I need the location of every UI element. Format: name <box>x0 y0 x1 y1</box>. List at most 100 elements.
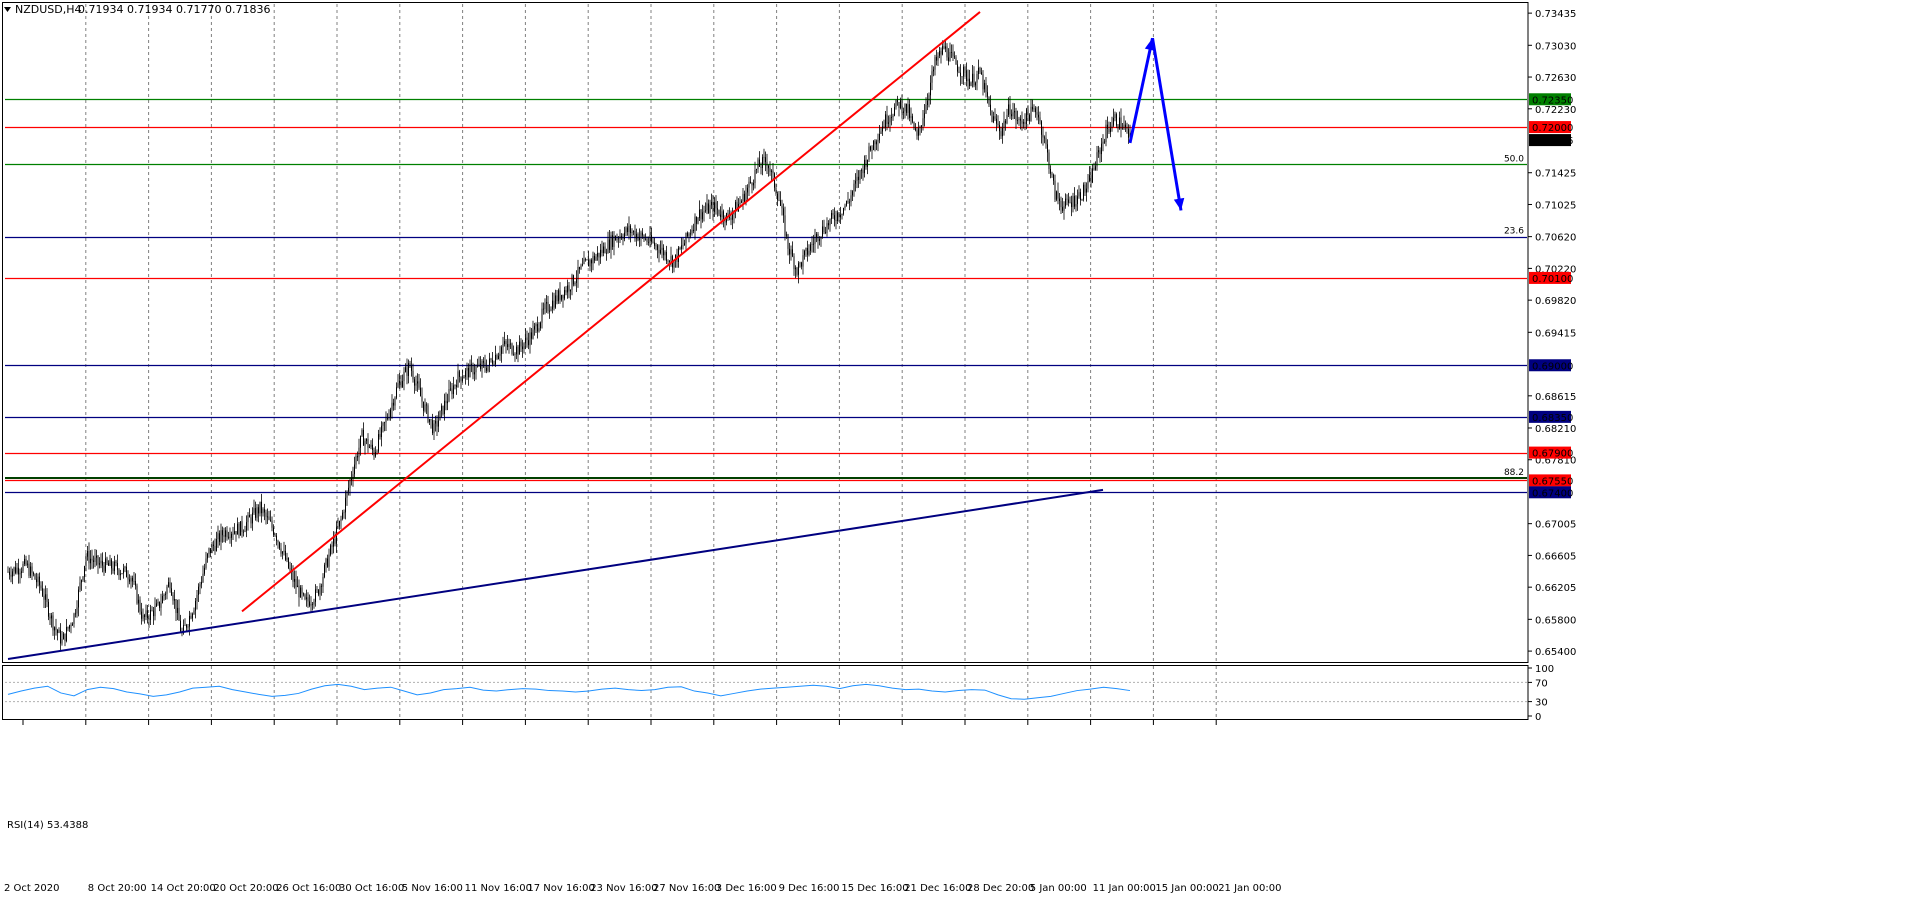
candle-body <box>94 557 96 562</box>
candle-body <box>180 620 181 632</box>
candle-body <box>34 574 36 580</box>
rsi-title: RSI(14) 53.4388 <box>7 820 88 831</box>
candle-body <box>666 252 667 261</box>
candle-body <box>909 104 910 118</box>
candle-body <box>802 255 804 267</box>
candle-body <box>931 71 933 83</box>
candle-body <box>795 267 796 270</box>
forecast-up-arrow[interactable] <box>1128 37 1154 144</box>
candle-body <box>489 358 490 366</box>
candle-body <box>855 180 856 184</box>
candle-body <box>955 57 957 65</box>
candle-body <box>375 452 376 457</box>
candle-body <box>1021 120 1023 124</box>
candle-body <box>586 259 588 261</box>
candle-body <box>261 501 262 514</box>
candle-body <box>402 381 403 387</box>
price-tick-label: 0.72630 <box>1535 73 1576 84</box>
chart-quotes: 0.71934 0.71934 0.71770 0.71836 <box>78 3 270 16</box>
candle-body <box>502 344 504 348</box>
candle-body <box>732 214 733 220</box>
candle-body <box>979 67 981 73</box>
candle-body <box>879 133 880 141</box>
candle-body <box>87 551 88 557</box>
candle-body <box>424 404 426 411</box>
level-price-label: 0.72000 <box>1532 123 1573 134</box>
candle-body <box>1128 128 1129 138</box>
candle-body <box>214 545 216 551</box>
candle-body <box>567 285 568 293</box>
candle-body <box>370 444 372 447</box>
candle-body <box>756 168 757 171</box>
candle-body <box>229 536 231 538</box>
candle-body <box>1075 204 1077 207</box>
candle-body <box>1060 201 1062 208</box>
candle-body <box>361 429 363 436</box>
blue-trendline[interactable] <box>7 488 1104 661</box>
candle-body <box>12 571 13 577</box>
candle-body <box>171 588 172 596</box>
candle-body <box>675 254 676 261</box>
candle-body <box>793 256 795 270</box>
candle-body <box>853 183 855 192</box>
red-trendline[interactable] <box>241 11 981 613</box>
chart-symbol: NZDUSD,H4 <box>15 3 82 16</box>
candle-body <box>408 363 409 376</box>
candle-body <box>1042 134 1044 138</box>
candle-body <box>868 146 870 160</box>
candle-body <box>51 615 52 619</box>
candle-body <box>1027 109 1029 115</box>
candle-body <box>301 587 303 594</box>
candle-body <box>591 260 592 264</box>
candle-body <box>778 199 780 201</box>
candle-body <box>763 157 765 159</box>
dropdown-arrow-icon[interactable] <box>4 7 11 12</box>
candle-body <box>30 566 31 576</box>
candle-body <box>883 126 885 128</box>
candle-body <box>613 235 615 247</box>
candle-body <box>786 234 787 236</box>
candle-body <box>454 385 456 386</box>
candle-body <box>192 613 193 619</box>
candle-body <box>886 114 888 124</box>
forecast-down-arrow[interactable] <box>1151 37 1183 211</box>
candle-body <box>525 337 526 344</box>
candle-body <box>940 50 942 55</box>
candle-body <box>1074 196 1075 207</box>
candle-body <box>463 376 465 379</box>
candle-body <box>934 57 936 70</box>
candle-body <box>496 355 498 359</box>
candle-body <box>256 507 258 518</box>
candle-body <box>579 266 580 270</box>
trendlines[interactable] <box>7 11 1104 661</box>
candle-body <box>1126 127 1128 129</box>
candle-body <box>328 554 330 567</box>
candle-body <box>526 337 528 341</box>
candle-body <box>154 606 156 617</box>
candle-body <box>691 229 693 234</box>
candle-body <box>618 238 619 240</box>
price-tick-label: 0.69415 <box>1535 328 1576 339</box>
candle-body <box>1017 120 1018 121</box>
candle-body <box>645 238 646 240</box>
candle-body <box>799 262 801 264</box>
candle-body <box>471 363 472 365</box>
candle-body <box>151 609 153 611</box>
candle-body <box>1068 199 1069 203</box>
candle-body <box>792 249 793 257</box>
candle-body <box>60 629 61 644</box>
forecast-arrows[interactable] <box>1128 37 1185 211</box>
candle-body <box>363 429 364 446</box>
candle-body <box>990 104 991 111</box>
candle-body <box>294 579 295 582</box>
candle-body <box>937 55 939 61</box>
horizontal-levels[interactable]: 50.0 23.6 88.2 <box>5 98 1527 494</box>
rsi-tick-label: 0 <box>1535 712 1541 723</box>
candle-body <box>102 560 103 566</box>
candle-body <box>601 249 603 253</box>
candle-body <box>775 187 777 194</box>
candle-body <box>954 56 955 58</box>
candle-body <box>595 256 597 261</box>
